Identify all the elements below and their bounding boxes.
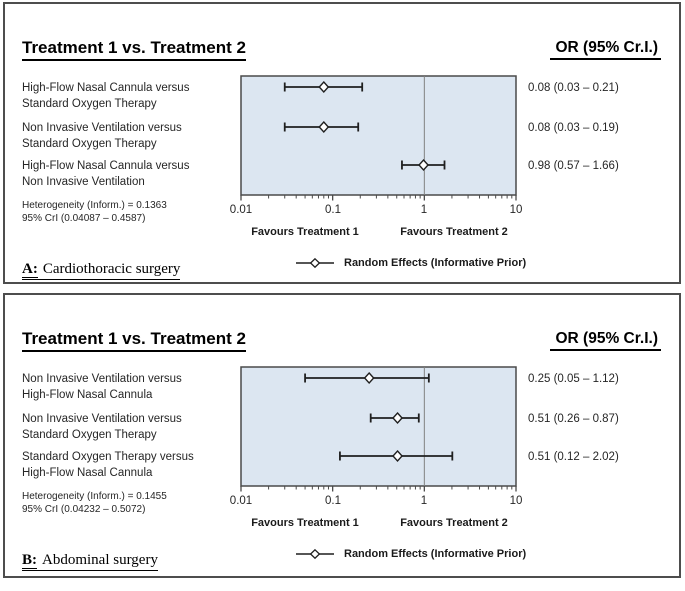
favours-treatment-2-label: Favours Treatment 2 (400, 226, 508, 238)
or-value: 0.98 (0.57 – 1.66) (528, 160, 619, 172)
panel-abdominal-surgery: Treatment 1 vs. Treatment 2 OR (95% Cr.I… (3, 293, 681, 578)
or-value: 0.25 (0.05 – 1.12) (528, 373, 619, 385)
heterogeneity-note: Heterogeneity (Inform.) = 0.1363 95% CrI… (22, 200, 167, 225)
x-tick-label: 0.01 (229, 495, 253, 507)
panel-caption: A: Cardiothoracic surgery (22, 261, 181, 280)
or-column-header: OR (95% Cr.I.) (549, 330, 661, 351)
x-tick-label: 1 (420, 204, 428, 216)
x-tick-label: 1 (420, 495, 428, 507)
panel-caption-text: Abdominal surgery (42, 552, 158, 568)
row-label-line: Non Invasive Ventilation versus (22, 413, 182, 425)
row-label-line: Non Invasive Ventilation (22, 175, 145, 188)
panel-caption: B: Abdominal surgery (22, 552, 158, 571)
heterogeneity-line: 95% CrI (0.04232 – 0.5072) (22, 503, 146, 515)
forest-plot (240, 366, 517, 492)
panel-caption-text: Cardiothoracic surgery (42, 261, 181, 277)
or-column-header: OR (95% Cr.I.) (549, 39, 661, 60)
row-label-line: High-Flow Nasal Cannula versus (22, 82, 190, 94)
row-label-line: High-Flow Nasal Cannula (22, 388, 153, 401)
forest-plot (240, 75, 517, 201)
comparison-title: Treatment 1 vs. Treatment 2 (22, 329, 246, 352)
row-label-line: Non Invasive Ventilation versus (22, 122, 182, 134)
x-tick-label: 0.1 (325, 495, 341, 507)
or-value: 0.08 (0.03 – 0.21) (528, 82, 619, 94)
heterogeneity-note: Heterogeneity (Inform.) = 0.1455 95% CrI… (22, 491, 167, 516)
row-label-line: Standard Oxygen Therapy (22, 97, 157, 110)
or-value: 0.51 (0.12 – 2.02) (528, 451, 619, 463)
row-label-line: Standard Oxygen Therapy (22, 428, 157, 441)
random-effects-marker-icon (296, 257, 334, 269)
row-label-line: Non Invasive Ventilation versus (22, 373, 182, 385)
panel-letter: A: (22, 261, 38, 278)
comparison-row-label: Non Invasive Ventilation versus High-Flo… (22, 372, 236, 403)
panel-letter: B: (22, 552, 37, 569)
row-label-line: Standard Oxygen Therapy (22, 137, 157, 150)
favours-treatment-2-label: Favours Treatment 2 (400, 517, 508, 529)
row-label-line: Standard Oxygen Therapy versus (22, 451, 194, 463)
legend-label: Random Effects (Informative Prior) (344, 548, 527, 560)
comparison-row-label: Non Invasive Ventilation versus Standard… (22, 121, 236, 152)
comparison-row-label: High-Flow Nasal Cannula versus Non Invas… (22, 159, 236, 190)
favours-treatment-1-label: Favours Treatment 1 (251, 517, 359, 529)
comparison-title: Treatment 1 vs. Treatment 2 (22, 38, 246, 61)
heterogeneity-line: 95% CrI (0.04087 – 0.4587) (22, 212, 146, 224)
or-value: 0.08 (0.03 – 0.19) (528, 122, 619, 134)
panel-cardiothoracic-surgery: Treatment 1 vs. Treatment 2 OR (95% Cr.I… (3, 2, 681, 284)
heterogeneity-line: Heterogeneity (Inform.) = 0.1363 (22, 200, 167, 211)
x-tick-label: 0.01 (229, 204, 253, 216)
heterogeneity-line: Heterogeneity (Inform.) = 0.1455 (22, 491, 167, 502)
legend-label: Random Effects (Informative Prior) (344, 257, 527, 269)
row-label-line: High-Flow Nasal Cannula versus (22, 160, 190, 172)
x-tick-label: 10 (509, 204, 523, 216)
comparison-row-label: High-Flow Nasal Cannula versus Standard … (22, 81, 236, 112)
comparison-row-label: Standard Oxygen Therapy versus High-Flow… (22, 450, 236, 481)
or-value: 0.51 (0.26 – 0.87) (528, 413, 619, 425)
row-label-line: High-Flow Nasal Cannula (22, 466, 153, 479)
favours-treatment-1-label: Favours Treatment 1 (251, 226, 359, 238)
legend: Random Effects (Informative Prior) (295, 548, 526, 560)
comparison-row-label: Non Invasive Ventilation versus Standard… (22, 412, 236, 443)
random-effects-marker-icon (296, 548, 334, 560)
x-tick-label: 0.1 (325, 204, 341, 216)
legend: Random Effects (Informative Prior) (295, 257, 526, 269)
x-tick-label: 10 (509, 495, 523, 507)
